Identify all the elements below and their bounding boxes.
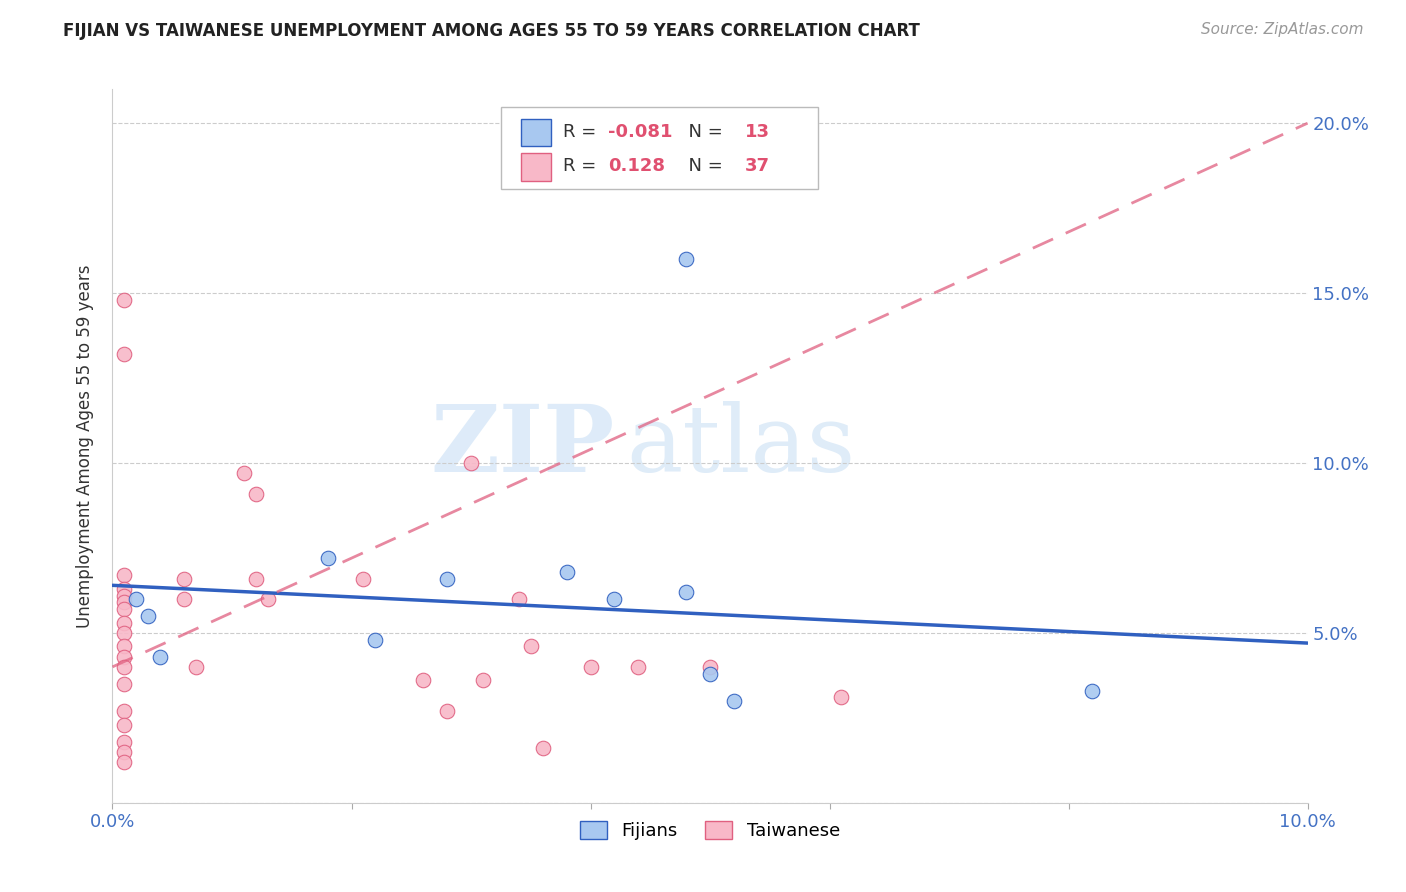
Point — [531, 741, 554, 756]
Point — [245, 572, 267, 586]
Text: N =: N = — [676, 123, 728, 141]
Point — [316, 551, 339, 566]
Text: ZIP: ZIP — [430, 401, 614, 491]
Point — [125, 591, 148, 606]
Point — [1081, 683, 1104, 698]
Point — [831, 690, 853, 705]
Point — [555, 565, 578, 579]
FancyBboxPatch shape — [501, 107, 818, 189]
Point — [460, 456, 482, 470]
Point — [173, 591, 195, 606]
Point — [114, 347, 135, 361]
Text: R =: R = — [562, 123, 602, 141]
Point — [114, 640, 135, 654]
Point — [114, 568, 135, 582]
Text: R =: R = — [562, 157, 607, 175]
Point — [723, 694, 745, 708]
Point — [627, 660, 650, 674]
Text: -0.081: -0.081 — [609, 123, 673, 141]
Point — [114, 649, 135, 664]
Point — [412, 673, 434, 688]
Point — [114, 602, 135, 616]
Point — [520, 640, 543, 654]
Point — [138, 608, 160, 623]
Point — [114, 660, 135, 674]
Text: 37: 37 — [745, 157, 769, 175]
Point — [245, 486, 267, 500]
Bar — [522, 120, 551, 146]
Text: 13: 13 — [745, 123, 769, 141]
Point — [114, 293, 135, 307]
Y-axis label: Unemployment Among Ages 55 to 59 years: Unemployment Among Ages 55 to 59 years — [76, 264, 94, 628]
Point — [353, 572, 375, 586]
Point — [114, 626, 135, 640]
Point — [114, 582, 135, 596]
Point — [233, 466, 256, 480]
Point — [603, 591, 626, 606]
Point — [472, 673, 495, 688]
Point — [675, 585, 697, 599]
Point — [149, 649, 172, 664]
Point — [436, 704, 458, 718]
Point — [114, 734, 135, 748]
Point — [114, 745, 135, 759]
Point — [675, 252, 697, 266]
Point — [579, 660, 602, 674]
Point — [173, 572, 195, 586]
Text: FIJIAN VS TAIWANESE UNEMPLOYMENT AMONG AGES 55 TO 59 YEARS CORRELATION CHART: FIJIAN VS TAIWANESE UNEMPLOYMENT AMONG A… — [63, 22, 920, 40]
Point — [114, 755, 135, 769]
Point — [699, 666, 721, 681]
Point — [114, 589, 135, 603]
Point — [186, 660, 208, 674]
Text: N =: N = — [676, 157, 728, 175]
Bar — [522, 153, 551, 180]
Text: 0.128: 0.128 — [609, 157, 665, 175]
Point — [257, 591, 280, 606]
Point — [114, 615, 135, 630]
Text: atlas: atlas — [627, 401, 856, 491]
Point — [114, 677, 135, 691]
Point — [114, 595, 135, 609]
Point — [114, 704, 135, 718]
Point — [436, 572, 458, 586]
Legend: Fijians, Taiwanese: Fijians, Taiwanese — [574, 814, 846, 847]
Point — [364, 632, 387, 647]
Point — [114, 717, 135, 731]
Point — [699, 660, 721, 674]
Text: Source: ZipAtlas.com: Source: ZipAtlas.com — [1201, 22, 1364, 37]
Point — [508, 591, 530, 606]
